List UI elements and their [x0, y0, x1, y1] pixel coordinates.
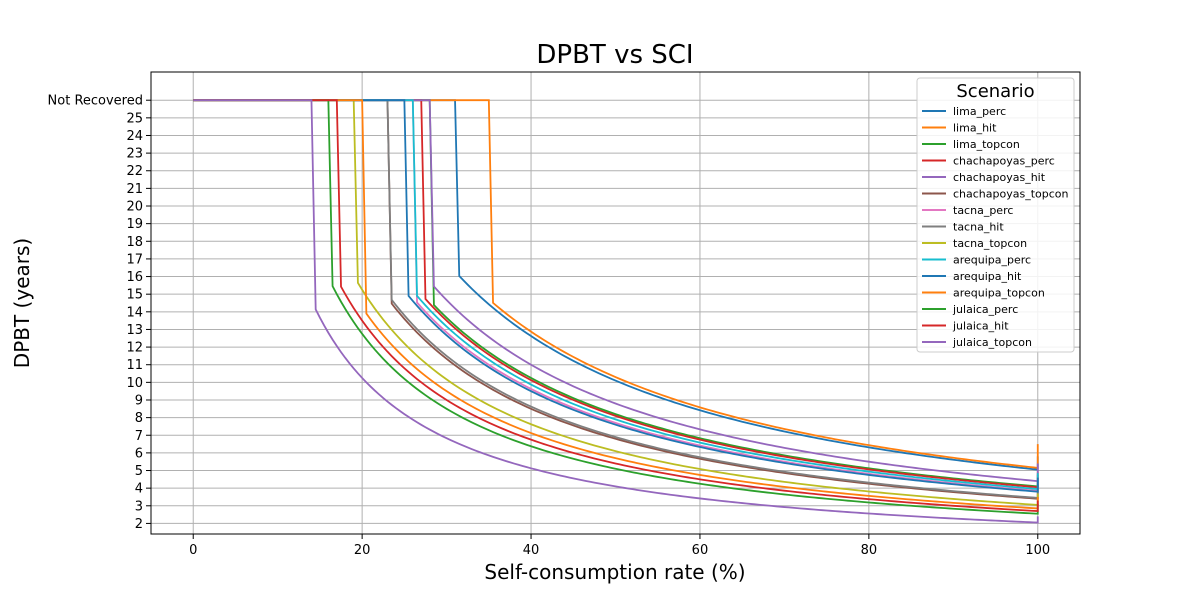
y-tick-label: Not Recovered	[48, 94, 143, 109]
legend-title: Scenario	[956, 81, 1034, 102]
legend-label-chachapoyas_hit: chachapoyas_hit	[953, 171, 1046, 184]
legend-label-arequipa_topcon: arequipa_topcon	[953, 287, 1045, 300]
y-axis-label: DPBT (years)	[10, 238, 34, 368]
y-tick-label: 2	[135, 517, 143, 532]
series-line-lima_hit	[193, 99, 1039, 469]
x-tick-label: 80	[861, 543, 878, 558]
y-tick-label: 21	[126, 182, 143, 197]
legend: Scenario lima_perc lima_hit lima_topconcha…	[916, 77, 1075, 353]
legend-label-arequipa_perc: arequipa_perc	[953, 254, 1031, 267]
y-tick-label: 4	[135, 482, 143, 497]
x-tick-label: 100	[1025, 543, 1050, 558]
legend-label-lima_hit: lima_hit	[953, 122, 997, 135]
x-tick-label: 20	[354, 543, 371, 558]
y-tick-label: 6	[135, 446, 143, 461]
y-tick-label: 13	[126, 323, 143, 338]
series-line-julaica_hit	[193, 99, 1039, 513]
y-tick-label: 3	[135, 499, 143, 514]
chart-title: DPBT vs SCI	[536, 40, 693, 70]
y-tick-label: 10	[126, 376, 143, 391]
legend-label-tacna_topcon: tacna_topcon	[953, 237, 1027, 250]
y-tick-label: 11	[126, 358, 143, 373]
series-line-tacna_topcon	[193, 99, 1039, 506]
y-tick-label: 7	[135, 429, 143, 444]
legend-label-julaica_perc: julaica_perc	[952, 303, 1018, 316]
y-tick-label: 23	[126, 147, 143, 162]
y-tick-label: 15	[126, 288, 143, 303]
y-tick-label: 20	[126, 200, 143, 215]
series-line-julaica_perc	[193, 99, 1039, 515]
y-tick-label: 5	[135, 464, 143, 479]
y-tick-label: 19	[126, 217, 143, 232]
x-axis-label: Self-consumption rate (%)	[484, 560, 745, 584]
series-line-arequipa_topcon	[193, 99, 1039, 510]
y-tick-label: 9	[135, 393, 143, 408]
series-lines	[193, 99, 1039, 524]
y-tick-label: 22	[126, 164, 143, 179]
y-tick-label: 8	[135, 411, 143, 426]
series-line-julaica_topcon	[193, 99, 1039, 524]
legend-label-lima_topcon: lima_topcon	[953, 138, 1020, 151]
y-tick-label: 14	[126, 305, 143, 320]
legend-label-julaica_hit: julaica_hit	[952, 320, 1009, 333]
legend-label-arequipa_hit: arequipa_hit	[953, 270, 1022, 283]
series-line-lima_topcon	[193, 99, 1039, 488]
legend-label-chachapoyas_topcon: chachapoyas_topcon	[953, 188, 1069, 201]
y-tick-label: 24	[126, 129, 143, 144]
series-line-chachapoyas_topcon	[193, 99, 1039, 500]
legend-items: lima_perc lima_hit lima_topcon chachapoyas_…	[922, 105, 1069, 349]
legend-label-tacna_hit: tacna_hit	[953, 221, 1004, 234]
y-tick-label: 18	[126, 235, 143, 250]
series-line-arequipa_hit	[193, 99, 1039, 493]
y-tick-label: 12	[126, 341, 143, 356]
plot-frame	[150, 71, 1081, 535]
series-line-tacna_perc	[193, 99, 1039, 492]
legend-label-julaica_topcon: julaica_topcon	[952, 336, 1032, 349]
legend-label-tacna_perc: tacna_perc	[953, 204, 1013, 217]
x-axis-ticks: 0 20 40 60 80 100	[189, 534, 1050, 558]
y-tick-label: 17	[126, 252, 143, 267]
x-tick-label: 40	[523, 543, 540, 558]
legend-label-lima_perc: lima_perc	[953, 105, 1006, 118]
legend-label-chachapoyas_perc: chachapoyas_perc	[953, 155, 1055, 168]
y-tick-label: 25	[126, 111, 143, 126]
legend-box	[916, 77, 1075, 353]
y-tick-label: 16	[126, 270, 143, 285]
y-axis-ticks: 2345678910111213141516171819202122232425…	[48, 94, 151, 532]
x-tick-label: 60	[692, 543, 709, 558]
x-tick-label: 0	[189, 543, 197, 558]
